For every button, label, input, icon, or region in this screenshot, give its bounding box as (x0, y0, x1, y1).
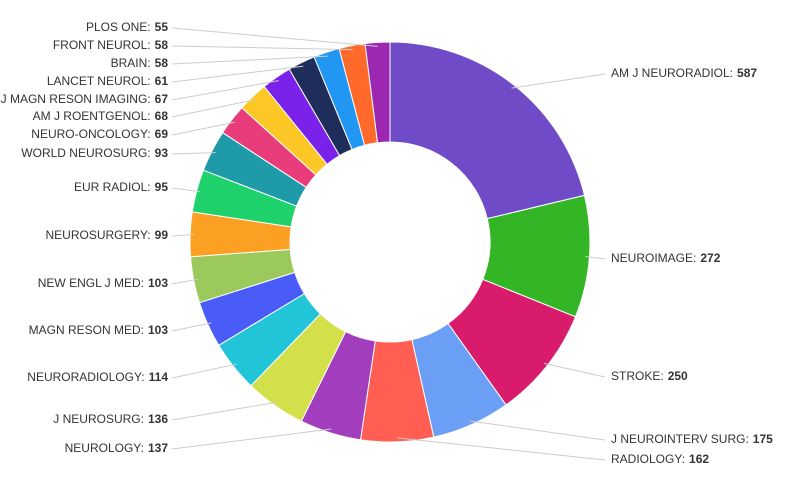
value-label: 587 (737, 66, 757, 80)
leader-line (171, 55, 328, 65)
slice (389, 41, 586, 220)
leader-line (171, 99, 256, 118)
category: J NEUROINTERV SURG: (611, 432, 749, 446)
value-label: 162 (689, 452, 709, 466)
leader-line (171, 45, 353, 51)
category: WORLD NEUROSURG: (21, 146, 150, 160)
value-label: 58 (155, 38, 169, 52)
value-label: 61 (155, 74, 169, 88)
category: RADIOLOGY: (611, 452, 685, 466)
slice-label: BRAIN: 58 (111, 56, 169, 70)
category: STROKE: (611, 369, 664, 383)
value-label: 272 (700, 251, 720, 265)
leader-line (171, 363, 237, 379)
slice-label: J NEUROSURG: 136 (53, 412, 168, 426)
leader-line (171, 428, 332, 450)
category: NEURORADIOLOGY: (27, 370, 144, 384)
category: J NEUROSURG: (53, 412, 144, 426)
category: BRAIN: (111, 56, 151, 70)
slice-label: FRONT NEUROL: 58 (53, 38, 168, 52)
slice-label: NEUROSURGERY: 99 (46, 228, 169, 242)
slice-label: NEURO-ONCOLOGY: 69 (31, 127, 168, 141)
slice-label: NEUROLOGY: 137 (65, 441, 169, 455)
slice-label: STROKE: 250 (611, 369, 688, 383)
leader-line (171, 152, 216, 155)
slice (364, 41, 391, 144)
category: LANCET NEUROL: (47, 74, 151, 88)
leader-line (171, 121, 235, 136)
leader-line (171, 187, 201, 193)
leader-line (585, 255, 606, 260)
category: PLOS ONE: (86, 20, 151, 34)
value-label: 55 (155, 20, 169, 34)
leader-line (171, 322, 212, 332)
slice-label: J MAGN RESON IMAGING: 67 (1, 92, 169, 106)
value-label: 95 (155, 180, 169, 194)
leader-line (171, 278, 198, 285)
leader-line (511, 73, 606, 89)
value-label: 103 (148, 323, 168, 337)
value-label: 58 (155, 56, 169, 70)
slice-label: WORLD NEUROSURG: 93 (21, 146, 168, 160)
value-label: 137 (148, 441, 168, 455)
value-label: 69 (155, 127, 169, 141)
leader-line (171, 401, 278, 421)
category: J MAGN RESON IMAGING: (1, 92, 151, 106)
category: NEW ENGL J MED: (38, 276, 144, 290)
category: NEUROIMAGE: (611, 251, 696, 265)
value-label: 250 (668, 369, 688, 383)
value-label: 136 (148, 412, 168, 426)
slice-label: PLOS ONE: 55 (86, 20, 168, 34)
slice-label: RADIOLOGY: 162 (611, 452, 709, 466)
value-label: 99 (155, 228, 169, 242)
category: AM J ROENTGENOL: (33, 109, 151, 123)
category: MAGN RESON MED: (29, 323, 144, 337)
leader-line (171, 80, 279, 101)
value-label: 67 (155, 92, 169, 106)
slice-label: AM J NEURORADIOL: 587 (611, 66, 757, 80)
category: FRONT NEUROL: (53, 38, 151, 52)
value-label: 114 (149, 370, 169, 384)
category: AM J NEURORADIOL: (611, 66, 733, 80)
leader-line (171, 27, 378, 47)
category: NEUROLOGY: (65, 441, 144, 455)
slice-label: AM J ROENTGENOL: 68 (33, 109, 169, 123)
category: NEUROSURGERY: (46, 228, 151, 242)
category: NEURO-ONCOLOGY: (31, 127, 150, 141)
leader-line (171, 233, 195, 237)
slice-label: MAGN RESON MED: 103 (29, 323, 169, 337)
slice-label: NEURORADIOLOGY: 114 (27, 370, 168, 384)
slice-label: LANCET NEUROL: 61 (47, 74, 168, 88)
slice-label: NEW ENGL J MED: 103 (38, 276, 169, 290)
leader-line (397, 437, 606, 461)
value-label: 93 (155, 146, 169, 160)
slice-label: EUR RADIOL: 95 (74, 180, 168, 194)
value-label: 103 (148, 276, 168, 290)
slice-label: J NEUROINTERV SURG: 175 (611, 432, 773, 446)
value-label: 175 (753, 432, 773, 446)
leader-line (171, 65, 304, 83)
value-label: 68 (155, 109, 169, 123)
leader-line (543, 362, 606, 378)
category: EUR RADIOL: (74, 180, 151, 194)
leader-line (469, 420, 606, 441)
slice-label: NEUROIMAGE: 272 (611, 251, 721, 265)
